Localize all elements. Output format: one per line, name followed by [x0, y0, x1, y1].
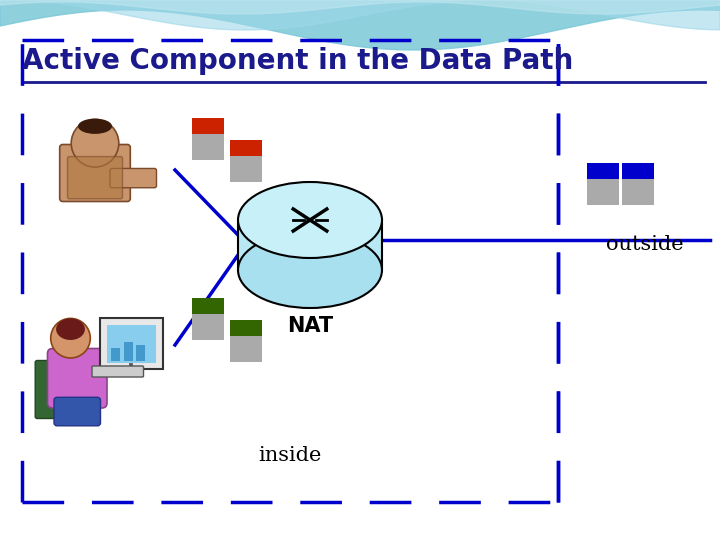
FancyBboxPatch shape — [35, 361, 55, 418]
Bar — [124, 342, 132, 361]
Circle shape — [50, 319, 90, 358]
Bar — [587, 163, 619, 179]
Bar — [622, 179, 654, 205]
FancyBboxPatch shape — [100, 318, 163, 369]
Bar — [192, 118, 224, 134]
Ellipse shape — [238, 182, 382, 258]
Bar — [192, 314, 224, 340]
Ellipse shape — [78, 119, 112, 134]
Bar — [622, 163, 654, 179]
FancyBboxPatch shape — [110, 168, 156, 188]
FancyBboxPatch shape — [238, 220, 382, 270]
Bar — [111, 348, 120, 361]
FancyBboxPatch shape — [48, 348, 107, 408]
Text: Active Component in the Data Path: Active Component in the Data Path — [22, 47, 573, 75]
Circle shape — [71, 119, 119, 167]
Bar — [230, 320, 262, 336]
Bar — [230, 140, 262, 156]
FancyBboxPatch shape — [54, 397, 101, 426]
Bar — [136, 345, 145, 361]
FancyBboxPatch shape — [68, 157, 122, 199]
Bar — [192, 134, 224, 160]
Bar — [587, 179, 619, 205]
FancyBboxPatch shape — [60, 145, 130, 201]
Bar — [192, 298, 224, 314]
Bar — [230, 156, 262, 182]
Text: inside: inside — [258, 446, 322, 465]
FancyBboxPatch shape — [92, 366, 143, 377]
Ellipse shape — [238, 232, 382, 308]
Text: NAT: NAT — [287, 316, 333, 336]
Bar — [107, 325, 156, 362]
Text: outside: outside — [606, 235, 684, 254]
Bar — [230, 336, 262, 362]
Ellipse shape — [56, 319, 85, 340]
